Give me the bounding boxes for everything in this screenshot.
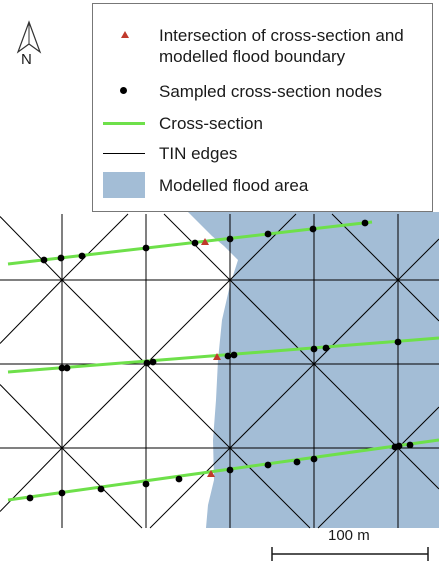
tin-edge: [0, 279, 63, 344]
sampled-node: [230, 351, 238, 359]
sampled-node: [57, 254, 65, 262]
tin-edge: [313, 363, 399, 449]
legend-item-cross-section: Cross-section: [93, 110, 432, 136]
legend-item-intersection: Intersection of cross-section and modell…: [93, 22, 432, 68]
black-dot-icon: [99, 78, 149, 104]
legend-item-flood-area: Modelled flood area: [93, 172, 432, 198]
sampled-node: [142, 480, 150, 488]
red-triangle-icon: [99, 22, 149, 48]
sampled-node: [143, 359, 151, 367]
sampled-node: [58, 489, 66, 497]
sampled-node: [97, 485, 105, 493]
sampled-node: [40, 256, 48, 264]
tin-edge: [163, 213, 231, 281]
legend-label-intersection-line2: modelled flood boundary: [159, 47, 346, 66]
north-label: N: [21, 51, 32, 68]
intersection-triangle: [213, 353, 221, 360]
sampled-node: [310, 455, 318, 463]
sampled-node: [63, 364, 71, 372]
sampled-node: [406, 441, 414, 449]
sampled-node: [361, 219, 369, 227]
tin-edge: [0, 216, 63, 281]
tin-edge: [0, 447, 63, 512]
legend-label-tin-edges: TIN edges: [159, 144, 238, 163]
tin-edge: [145, 279, 231, 365]
legend-label-cross-section: Cross-section: [159, 114, 263, 133]
legend: Intersection of cross-section and modell…: [92, 3, 433, 212]
sampled-node: [309, 225, 317, 233]
tin-edge: [61, 279, 147, 365]
intersection-triangle: [201, 238, 209, 245]
tin-edge: [397, 447, 439, 490]
sampled-node: [322, 344, 330, 352]
tin-edge: [149, 447, 231, 529]
tin-edge: [229, 213, 297, 281]
cross-section-line: [7, 438, 439, 502]
sampled-node: [310, 345, 318, 353]
sampled-node: [142, 244, 150, 252]
sampled-node: [395, 442, 403, 450]
black-line-icon: [99, 140, 149, 166]
sampled-node: [264, 230, 272, 238]
tin-edge: [397, 238, 439, 281]
sampled-node: [58, 364, 66, 372]
legend-label-nodes: Sampled cross-section nodes: [159, 82, 383, 101]
sampled-node: [224, 352, 232, 360]
green-line-icon: [99, 110, 149, 136]
legend-label-intersection: Intersection of cross-section and modell…: [159, 25, 404, 67]
legend-label-flood-area: Modelled flood area: [159, 176, 309, 195]
sampled-node: [26, 494, 34, 502]
blue-fill-icon: [99, 172, 149, 198]
sampled-node: [293, 458, 301, 466]
sampled-node: [226, 466, 234, 474]
north-arrow-icon: [14, 20, 44, 72]
sampled-node: [149, 358, 157, 366]
tin-edge: [229, 447, 311, 529]
scale-label: 100 m: [328, 527, 370, 544]
sampled-node: [264, 461, 272, 469]
sampled-node: [78, 252, 86, 260]
tin-edge: [317, 447, 399, 529]
tin-edge: [397, 279, 439, 322]
sampled-node: [226, 235, 234, 243]
intersection-triangle: [207, 470, 215, 477]
legend-item-tin-edges: TIN edges: [93, 140, 432, 166]
sampled-node: [191, 239, 199, 247]
cross-section-line: [7, 336, 439, 374]
tin-edge: [145, 363, 231, 449]
tin-edge: [397, 406, 439, 449]
tin-edge: [61, 363, 147, 449]
tin-edge: [0, 384, 63, 449]
sampled-node: [394, 338, 402, 346]
intersections-layer: [201, 238, 221, 477]
sampled-nodes-layer: [26, 219, 414, 502]
sampled-node: [175, 475, 183, 483]
scale-bar: [271, 547, 429, 561]
legend-label-intersection-line1: Intersection of cross-section and: [159, 26, 404, 45]
legend-item-nodes: Sampled cross-section nodes: [93, 78, 432, 104]
tin-edge: [229, 363, 315, 449]
tin-edge: [61, 213, 129, 281]
